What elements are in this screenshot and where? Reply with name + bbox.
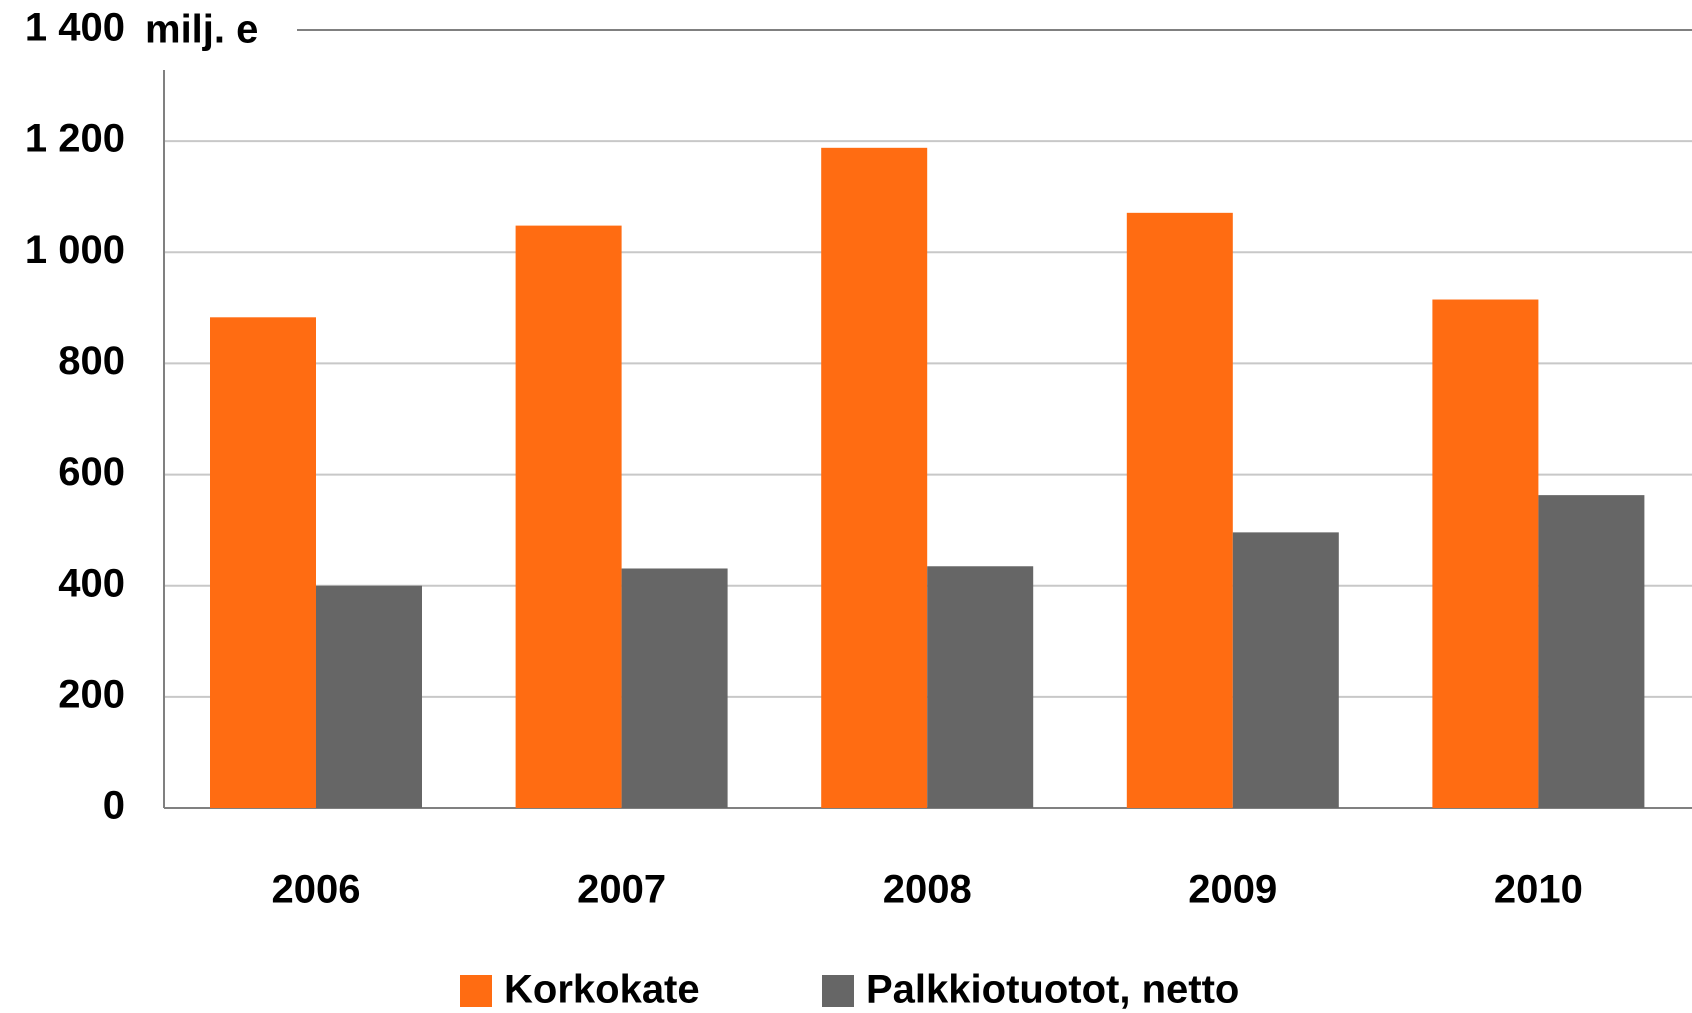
legend-swatch: [460, 975, 492, 1007]
y-tick-label: 800: [58, 339, 125, 383]
y-tick-label: 1 200: [25, 117, 125, 161]
legend-swatch: [822, 975, 854, 1007]
bar: [927, 566, 1034, 808]
y-tick-label: 600: [58, 450, 125, 494]
bar: [1538, 495, 1645, 808]
bar: [210, 317, 316, 808]
y-tick-label: 200: [58, 672, 125, 716]
x-tick-label: 2008: [883, 868, 972, 912]
y-tick-label: 400: [58, 561, 125, 605]
y-tick-label: 0: [103, 784, 125, 828]
bar: [821, 147, 928, 809]
bar: [1232, 532, 1339, 808]
bar: [1432, 299, 1539, 808]
y-tick-label: 1 400: [25, 6, 125, 50]
x-tick-label: 2009: [1188, 868, 1277, 912]
y-tick-label: 1 000: [25, 228, 125, 272]
bar: [1126, 212, 1233, 808]
x-tick-label: 2010: [1494, 868, 1583, 912]
bar: [316, 585, 422, 808]
bar: [621, 568, 728, 808]
y-axis-label: milj. e: [145, 8, 258, 52]
legend-label: Palkkiotuotot, netto: [866, 968, 1239, 1012]
x-tick-label: 2006: [272, 868, 361, 912]
x-tick-label: 2007: [577, 868, 666, 912]
bar: [515, 225, 622, 808]
legend-label: Korkokate: [504, 968, 700, 1012]
